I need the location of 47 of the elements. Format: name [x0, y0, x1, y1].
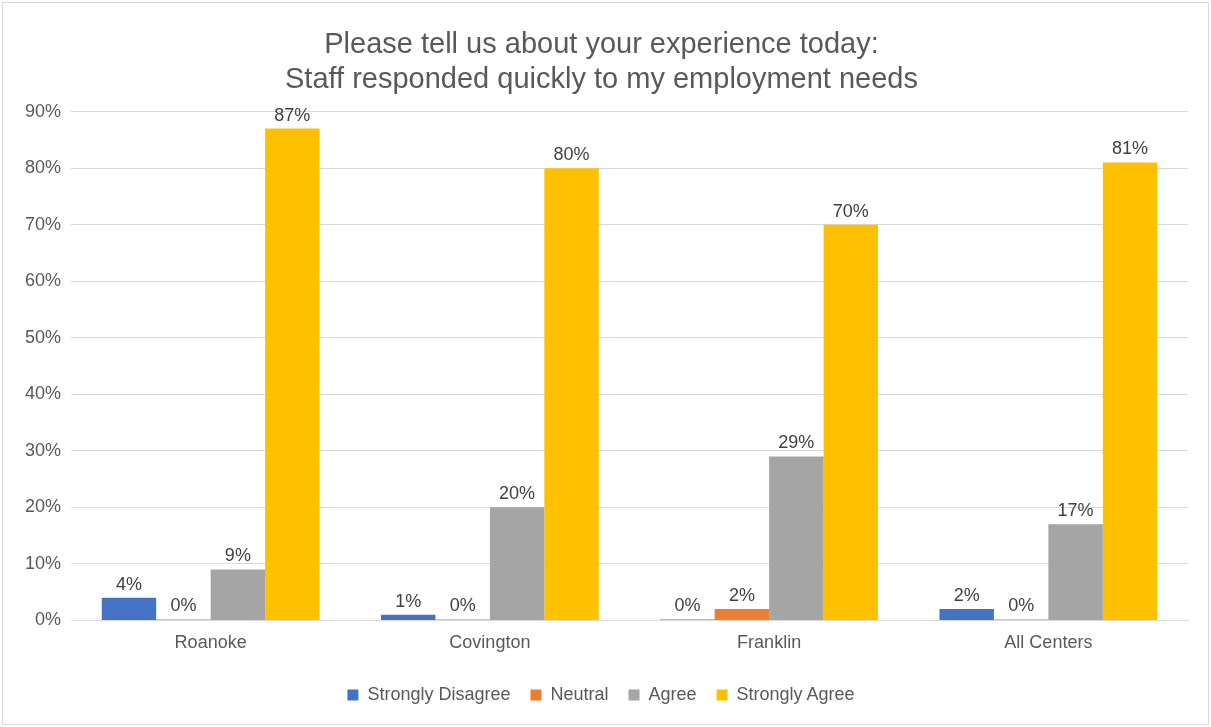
data-label: 80%	[553, 144, 590, 165]
y-tick-label: 40%	[25, 383, 62, 404]
bar	[823, 224, 879, 620]
legend-label: Agree	[648, 683, 697, 704]
bar	[380, 614, 436, 620]
bar	[210, 569, 266, 620]
data-label: 20%	[499, 483, 536, 504]
y-tick-label: 10%	[25, 552, 62, 573]
y-tick-label: 0%	[35, 609, 62, 630]
y-tick-label: 50%	[25, 326, 62, 347]
data-label: 81%	[1112, 138, 1149, 159]
bar	[1048, 524, 1103, 620]
data-label: 0%	[674, 595, 701, 616]
bar	[1102, 162, 1158, 620]
data-label: 2%	[728, 585, 755, 606]
y-tick-label: 30%	[25, 439, 62, 460]
legend-label: Neutral	[550, 683, 609, 704]
bar	[489, 507, 545, 620]
y-tick-label: 80%	[25, 157, 62, 178]
bar	[939, 609, 994, 620]
chart-title: Please tell us about your experience today: Staff responded quickly to my employment needs	[285, 27, 918, 95]
legend-label: Strongly Disagree	[367, 683, 511, 704]
data-label: 0%	[170, 595, 197, 616]
y-tick-label: 70%	[25, 213, 62, 234]
y-tick-label: 90%	[25, 100, 62, 121]
data-label: 1%	[395, 590, 422, 611]
data-label: 0%	[1008, 595, 1035, 616]
data-label: 70%	[832, 200, 869, 221]
data-label: 0%	[449, 595, 476, 616]
legend-label: Strongly Agree	[736, 683, 855, 704]
y-tick-label: 60%	[25, 270, 62, 291]
bar	[101, 597, 157, 620]
x-tick-label: All Centers	[1004, 632, 1093, 653]
data-label: 17%	[1057, 500, 1094, 521]
x-tick-label: Franklin	[737, 632, 802, 653]
bar	[544, 168, 599, 620]
bar	[265, 128, 320, 620]
data-label: 29%	[778, 432, 815, 453]
data-label: 9%	[224, 545, 251, 566]
x-tick-label: Covington	[449, 632, 531, 653]
data-label: 87%	[274, 104, 311, 125]
bar	[714, 609, 770, 620]
bar	[769, 456, 824, 620]
x-tick-label: Roanoke	[174, 632, 247, 653]
data-label: 4%	[115, 573, 142, 594]
data-label: 2%	[953, 585, 980, 606]
y-tick-label: 20%	[25, 496, 62, 517]
